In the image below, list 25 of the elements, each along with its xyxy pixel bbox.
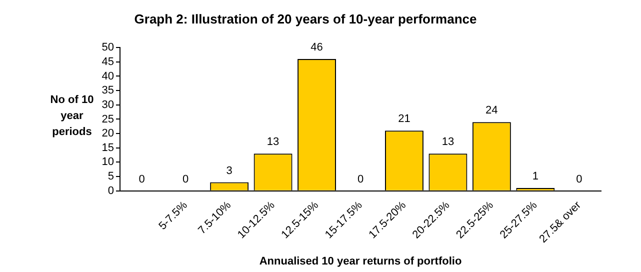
data-label: 3 — [226, 164, 232, 177]
data-label: 0 — [576, 173, 582, 186]
y-tick-label: 25 — [102, 113, 114, 126]
data-label: 13 — [266, 136, 280, 148]
y-tick-label: 40 — [102, 70, 114, 82]
y-axis-title: No of 10 year periods — [50, 94, 94, 138]
data-label: 46 — [310, 42, 323, 54]
data-label: 0 — [357, 173, 364, 186]
data-label: 0 — [138, 173, 145, 186]
y-tick-label: 20 — [102, 128, 114, 140]
y-tick-label: 5 — [108, 170, 114, 183]
x-axis-title: Annualised 10 year returns of portfolio — [259, 255, 462, 268]
data-label: 1 — [532, 170, 538, 183]
y-tick-label: 30 — [102, 98, 114, 111]
data-label: 0 — [182, 173, 189, 186]
y-tick-label: 15 — [102, 142, 114, 154]
data-label: 24 — [486, 104, 498, 117]
data-label: 13 — [442, 136, 454, 148]
data-label: 21 — [398, 113, 410, 126]
y-tick-label: 0 — [108, 184, 114, 197]
chart-title: Graph 2: Illustration of 20 years of 10-year performance — [134, 11, 477, 26]
y-tick-label: 45 — [102, 56, 114, 68]
y-tick-label: 35 — [102, 84, 114, 97]
y-tick-label: 50 — [102, 42, 114, 54]
y-tick-label: 10 — [102, 156, 114, 168]
